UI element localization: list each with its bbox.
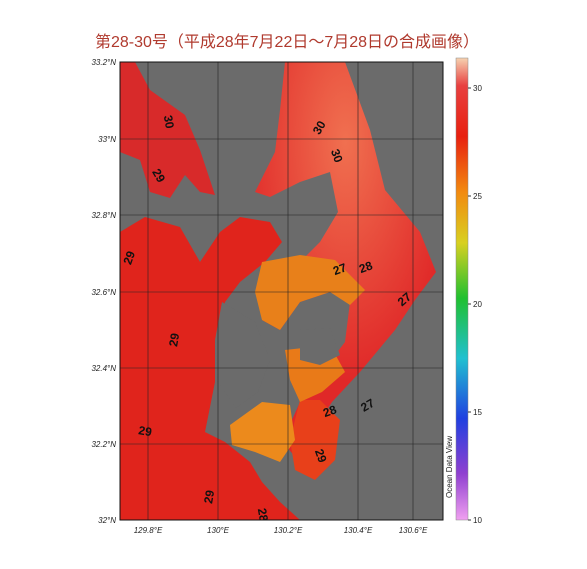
sea [290, 400, 340, 480]
credit: Ocean Data View [445, 436, 454, 498]
lon-label: 130.2°E [274, 526, 303, 535]
contour-label: 28 [255, 507, 271, 523]
axis-labels: 33.2°N 33°N 32.8°N 32.6°N 32.4°N 32.2°N 32°N 12… [91, 58, 427, 535]
lat-label: 32.2°N [91, 440, 116, 449]
contour-label: 29 [201, 489, 217, 505]
contour-label: 30 [161, 114, 177, 130]
lon-label: 130°E [207, 526, 230, 535]
colorbar-tick-label: 10 [473, 516, 482, 525]
lat-label: 32°N [98, 516, 116, 525]
lon-label: 130.6°E [399, 526, 428, 535]
island [215, 302, 270, 408]
lon-label: 130.4°E [344, 526, 373, 535]
contour-label: 27 [331, 260, 349, 278]
contour-label: 29 [137, 423, 153, 439]
colorbar-tick-label: 30 [473, 84, 482, 93]
colorbar-tick-label: 15 [473, 408, 482, 417]
colorbar-tick-label: 25 [473, 192, 482, 201]
contour-label: 30 [328, 147, 346, 165]
colorbar-ticks: 30 25 20 15 10 [468, 84, 482, 525]
island [300, 328, 340, 365]
sea [255, 62, 436, 462]
contour-label: 30 [310, 118, 329, 137]
sea [120, 62, 215, 198]
contour-label: 28 [321, 402, 339, 420]
lat-label: 32.6°N [91, 288, 116, 297]
title: 第28-30号（平成28年7月22日～7月28日の合成画像） [95, 33, 479, 51]
contour-label: 29 [166, 332, 182, 348]
lat-label: 33.2°N [91, 58, 116, 67]
sea-warm [255, 255, 365, 330]
colorbar-tick-label: 20 [473, 300, 482, 309]
map-frame [119, 61, 444, 521]
lat-label: 32.4°N [91, 364, 116, 373]
contour-label: 29 [120, 249, 138, 267]
contour-label: 29 [312, 447, 330, 465]
lat-label: 33°N [98, 135, 116, 144]
contour-label: 27 [358, 396, 377, 415]
sea-warm [230, 402, 295, 462]
graticule [120, 62, 443, 520]
contour-label: 29 [149, 166, 168, 185]
lat-label: 32.8°N [91, 211, 116, 220]
colorbar [455, 57, 469, 521]
lon-label: 129.8°E [134, 526, 163, 535]
contour-label: 28 [357, 258, 375, 276]
